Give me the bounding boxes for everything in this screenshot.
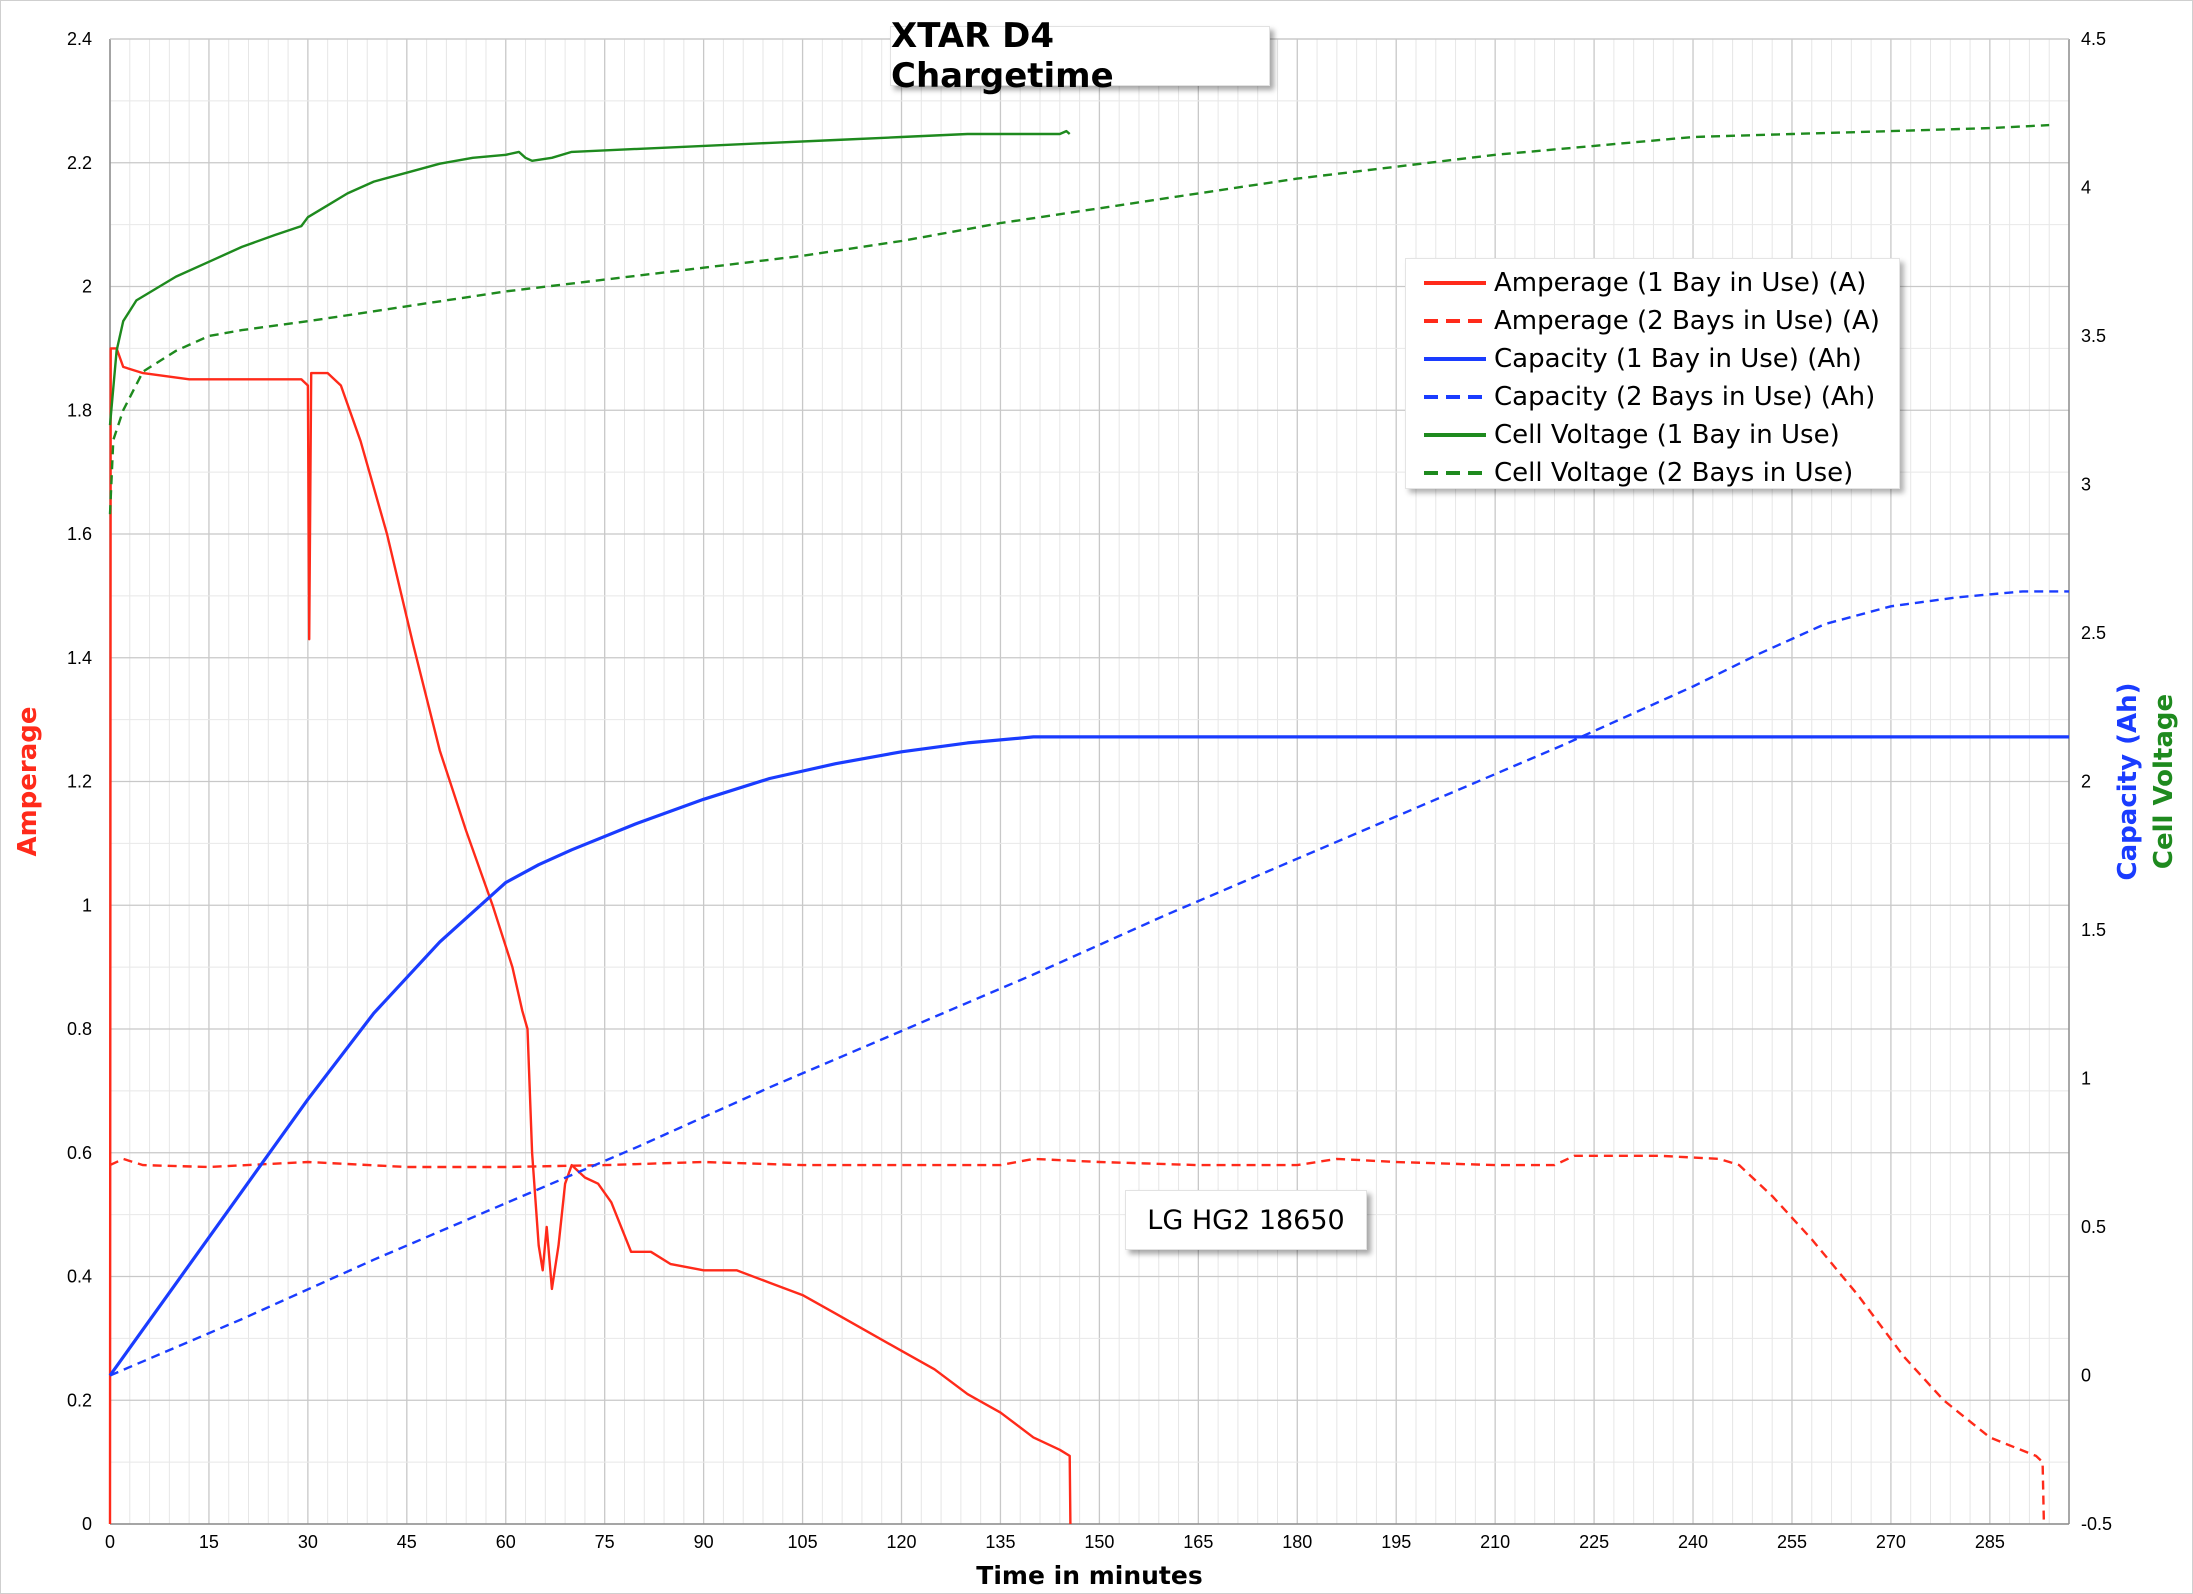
x-tick-label: 135 [985,1532,1015,1552]
battery-annotation: LG HG2 18650 [1125,1190,1367,1250]
legend-item: Capacity (1 Bay in Use) (Ah) [1424,341,1862,377]
tick-labels: 0 15 30 45 60 75 90 105 120 135 150 165 180 195 210 225… [67,29,2112,1552]
y-right-tick-label: 2 [2081,772,2091,792]
y-left-tick-label: 1.8 [67,400,92,420]
legend-item: Amperage (2 Bays in Use) (A) [1424,303,1880,339]
legend-label: Cell Voltage (2 Bays in Use) [1494,458,1854,488]
legend-swatch-solid [1424,433,1486,437]
series-line-2 [108,735,2069,1377]
chart-title: XTAR D4 Chargetime [890,16,1270,96]
y-right-tick-label: 3.5 [2081,326,2106,346]
legend: Amperage (1 Bay in Use) (A) Amperage (2 … [1405,258,1900,489]
y-right-tick-label: 2.5 [2081,623,2106,643]
x-tick-label: 240 [1678,1532,1708,1552]
y-left-tick-label: 2.4 [67,29,92,49]
legend-swatch-solid [1424,281,1486,285]
y-axis-title-left: Amperage [13,706,43,856]
y-right-tick-label: -0.5 [2081,1514,2112,1534]
x-tick-label: 225 [1579,1532,1609,1552]
x-tick-label: 0 [105,1532,115,1552]
y-left-tick-label: 2.2 [67,153,92,173]
x-tick-label: 30 [298,1532,318,1552]
y-left-tick-label: 0.4 [67,1267,92,1287]
x-tick-label: 165 [1183,1532,1213,1552]
legend-label: Capacity (1 Bay in Use) (Ah) [1494,344,1862,374]
y-axis-title-voltage: Cell Voltage [2149,694,2179,869]
legend-swatch-dashed [1424,319,1486,323]
legend-swatch-solid [1424,357,1486,361]
legend-label: Amperage (1 Bay in Use) (A) [1494,268,1867,298]
x-tick-label: 180 [1282,1532,1312,1552]
legend-item: Amperage (1 Bay in Use) (A) [1424,265,1866,301]
legend-swatch-dashed [1424,471,1486,475]
legend-label: Cell Voltage (1 Bay in Use) [1494,420,1840,450]
y-left-tick-label: 0.2 [67,1390,92,1410]
legend-item: Capacity (2 Bays in Use) (Ah) [1424,379,1875,415]
series-line-1 [109,1154,2046,1525]
y-right-tick-label: 4.5 [2081,29,2106,49]
legend-label: Amperage (2 Bays in Use) (A) [1494,306,1880,336]
x-axis-title: Time in minutes [976,1561,1202,1590]
y-right-tick-label: 1.5 [2081,920,2106,940]
y-left-tick-label: 0.8 [67,1019,92,1039]
x-tick-label: 105 [788,1532,818,1552]
x-tick-label: 90 [694,1532,714,1552]
x-tick-label: 45 [397,1532,417,1552]
series-layer [108,123,2069,1525]
x-tick-label: 270 [1876,1532,1906,1552]
x-tick-label: 150 [1084,1532,1114,1552]
y-right-tick-label: 0.5 [2081,1217,2106,1237]
y-left-tick-label: 2 [82,277,92,297]
x-tick-label: 285 [1975,1532,2005,1552]
y-left-tick-label: 0 [82,1514,92,1534]
y-left-tick-label: 1.2 [67,772,92,792]
x-tick-label: 75 [595,1532,615,1552]
x-tick-label: 255 [1777,1532,1807,1552]
series-line-0 [108,347,1072,1525]
y-right-tick-label: 0 [2081,1366,2091,1386]
x-tick-label: 15 [199,1532,219,1552]
legend-item: Cell Voltage (2 Bays in Use) [1424,455,1853,491]
x-tick-label: 60 [496,1532,516,1552]
legend-swatch-dashed [1424,395,1486,399]
legend-item: Cell Voltage (1 Bay in Use) [1424,417,1840,453]
x-tick-label: 120 [886,1532,916,1552]
series-line-3 [109,590,2069,1377]
y-axis-title-capacity: Capacity (Ah) [2113,683,2143,881]
series-line-5 [108,123,2050,515]
x-tick-label: 210 [1480,1532,1510,1552]
y-left-tick-label: 1 [82,895,92,915]
x-tick-label: 195 [1381,1532,1411,1552]
y-right-tick-label: 4 [2081,178,2091,198]
series-line-4 [108,129,1071,426]
legend-label: Capacity (2 Bays in Use) (Ah) [1494,382,1876,412]
y-right-tick-label: 1 [2081,1069,2091,1089]
y-right-tick-label: 3 [2081,475,2091,495]
y-left-tick-label: 1.6 [67,524,92,544]
y-left-tick-label: 0.6 [67,1143,92,1163]
y-left-tick-label: 1.4 [67,648,92,668]
